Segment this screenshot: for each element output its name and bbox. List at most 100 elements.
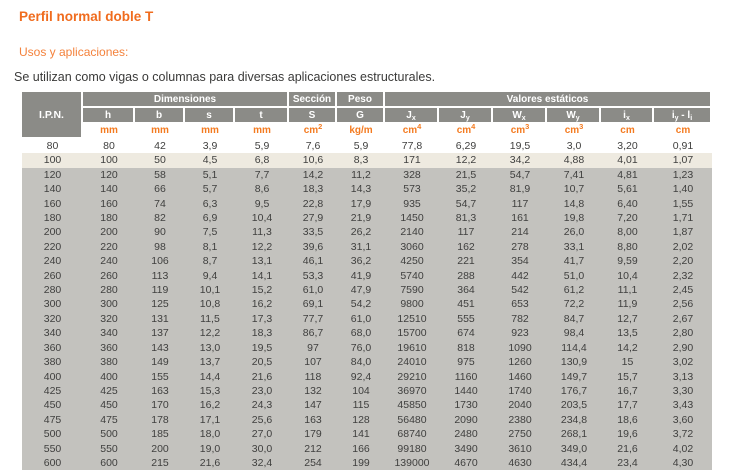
- unit-t: mm: [235, 122, 289, 139]
- cell-ix: 11,1: [601, 283, 654, 298]
- cell-ix: 18,6: [601, 412, 654, 428]
- cell-h: 450: [83, 398, 135, 413]
- cell-Wy: 114,4: [547, 340, 601, 356]
- cell-b: 98: [135, 239, 185, 255]
- cell-G: 5,9: [337, 139, 385, 154]
- cell-Wy: 4,88: [547, 153, 601, 168]
- unit-Jy: cm4: [439, 122, 493, 139]
- cell-b: 113: [135, 268, 185, 284]
- cell-s: 3,9: [185, 139, 235, 154]
- cell-ix: 15,7: [601, 369, 654, 384]
- cell-G: 166: [337, 441, 385, 456]
- cell-Jx: 36970: [385, 383, 439, 399]
- cell-S: 212: [289, 441, 337, 456]
- cell-Wx: 354: [493, 254, 547, 269]
- cell-Jx: 15700: [385, 326, 439, 341]
- cell-ipn: 260: [22, 268, 83, 284]
- cell-t: 23,0: [235, 383, 289, 399]
- cell-b: 42: [135, 139, 185, 154]
- cell-Jy: 6,29: [439, 139, 493, 154]
- cell-S: 69,1: [289, 297, 337, 312]
- cell-s: 5,7: [185, 182, 235, 197]
- column-header-b: b: [135, 108, 185, 122]
- cell-h: 260: [83, 268, 135, 284]
- cell-t: 12,2: [235, 239, 289, 255]
- cell-s: 15,3: [185, 383, 235, 399]
- cell-t: 9,5: [235, 196, 289, 212]
- column-header-h: h: [83, 108, 135, 122]
- table-row-ipn-360: 360 360 143 13,0 19,5 97 76,0 19610 818 1090 114,4…: [22, 340, 712, 356]
- cell-ipn: 160: [22, 196, 83, 212]
- cell-h: 200: [83, 225, 135, 240]
- cell-Jy: 162: [439, 239, 493, 255]
- cell-G: 17,9: [337, 196, 385, 212]
- cell-G: 47,9: [337, 283, 385, 298]
- cell-ix: 7,20: [601, 211, 654, 226]
- cell-Wx: 442: [493, 268, 547, 284]
- cell-ipn: 120: [22, 167, 83, 183]
- cell-Jx: 171: [385, 153, 439, 168]
- group-header-valores-estaticos: Valores estáticos: [385, 92, 712, 108]
- table-row-ipn-425: 425 425 163 15,3 23,0 132 104 36970 1440 1740 176,…: [22, 383, 712, 399]
- cell-Jy: 81,3: [439, 211, 493, 226]
- cell-h: 100: [83, 153, 135, 168]
- cell-S: 27,9: [289, 211, 337, 226]
- cell-Wy: 176,7: [547, 383, 601, 399]
- group-header-dimensiones: Dimensiones: [83, 92, 289, 108]
- cell-ix: 19,6: [601, 427, 654, 442]
- table-header: I.P.N. Dimensiones Sección Peso Valores …: [22, 92, 712, 139]
- cell-t: 30,0: [235, 441, 289, 456]
- cell-ix: 23,4: [601, 455, 654, 471]
- cell-ix: 16,7: [601, 383, 654, 399]
- cell-b: 178: [135, 412, 185, 428]
- cell-S: 132: [289, 383, 337, 399]
- cell-Jx: 56480: [385, 412, 439, 428]
- cell-s: 10,8: [185, 297, 235, 312]
- cell-G: 26,2: [337, 225, 385, 240]
- cell-s: 12,2: [185, 326, 235, 341]
- cell-Jx: 1450: [385, 211, 439, 226]
- table-row-ipn-550: 550 550 200 19,0 30,0 212 166 99180 3490 3610 349,…: [22, 441, 712, 456]
- cell-G: 84,0: [337, 355, 385, 370]
- cell-Jx: 99180: [385, 441, 439, 456]
- intro-text: Se utilizan como vigas o columnas para d…: [14, 70, 436, 84]
- cell-G: 8,3: [337, 153, 385, 168]
- cell-G: 61,0: [337, 311, 385, 327]
- group-header-row: I.P.N. Dimensiones Sección Peso Valores …: [22, 92, 712, 139]
- cell-Jy: 2090: [439, 412, 493, 428]
- cell-ipn: 380: [22, 355, 83, 370]
- cell-Wx: 923: [493, 326, 547, 341]
- cell-iy-li: 3,13: [654, 369, 712, 384]
- cell-h: 300: [83, 297, 135, 312]
- cell-Jy: 451: [439, 297, 493, 312]
- cell-s: 14,4: [185, 369, 235, 384]
- cell-G: 76,0: [337, 340, 385, 356]
- cell-s: 13,7: [185, 355, 235, 370]
- cell-Wy: 3,0: [547, 139, 601, 154]
- cell-ix: 12,7: [601, 311, 654, 327]
- cell-b: 119: [135, 283, 185, 298]
- cell-Jx: 7590: [385, 283, 439, 298]
- cell-Wy: 10,7: [547, 182, 601, 197]
- cell-Wy: 130,9: [547, 355, 601, 370]
- cell-Jy: 4670: [439, 455, 493, 471]
- cell-S: 163: [289, 412, 337, 428]
- cell-t: 14,1: [235, 268, 289, 284]
- cell-iy-li: 2,32: [654, 268, 712, 284]
- cell-Jx: 68740: [385, 427, 439, 442]
- cell-S: 107: [289, 355, 337, 370]
- cell-Wy: 33,1: [547, 239, 601, 255]
- cell-Wy: 19,8: [547, 211, 601, 226]
- cell-iy-li: 3,72: [654, 427, 712, 442]
- table-row-ipn-260: 260 260 113 9,4 14,1 53,3 41,9 5740 288 442 51,0 10…: [22, 268, 712, 284]
- cell-Jx: 5740: [385, 268, 439, 284]
- cell-S: 97: [289, 340, 337, 356]
- cell-Wx: 1740: [493, 383, 547, 399]
- cell-h: 475: [83, 412, 135, 428]
- cell-ipn: 475: [22, 412, 83, 428]
- cell-Jx: 935: [385, 196, 439, 212]
- cell-Wx: 1090: [493, 340, 547, 356]
- cell-S: 46,1: [289, 254, 337, 269]
- unit-iy-li: cm: [654, 122, 712, 139]
